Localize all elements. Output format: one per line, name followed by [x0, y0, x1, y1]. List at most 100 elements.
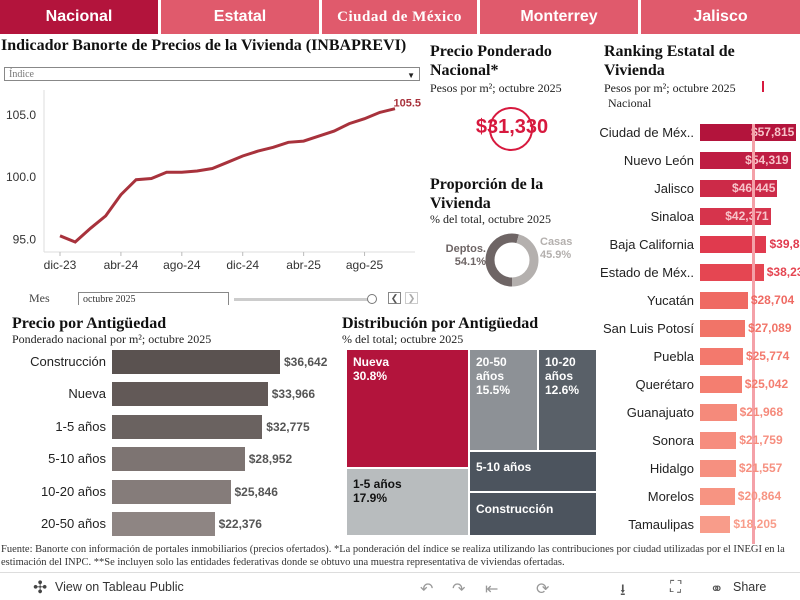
- undo-icon[interactable]: ↶: [420, 581, 434, 598]
- ranking-category-label: Ciudad de Méx..: [599, 125, 694, 140]
- donut-slice-casas: [485, 233, 539, 287]
- prev-month-button[interactable]: ❮: [388, 292, 401, 304]
- share-icon[interactable]: ⚭: [710, 581, 724, 598]
- ranking-value-label: $25,042: [744, 377, 789, 391]
- ranking-bar[interactable]: [700, 152, 791, 169]
- next-month-button[interactable]: ❯: [405, 292, 418, 304]
- treemap-cell-10-20: 10-20 años 12.6%: [539, 350, 596, 450]
- ranking-bar[interactable]: [700, 124, 797, 141]
- y-tick-label: 95.0: [13, 233, 37, 247]
- ranking-value-label: $25,774: [745, 349, 790, 363]
- age-price-value-label: $32,775: [266, 419, 310, 434]
- tableau-toolbar: ✣ View on Tableau Public ↶ ↷ ⇤ ⟳ ⭳ ⛶ ⚭ S…: [0, 572, 800, 600]
- treemap-cell-nueva: Nueva 30.8%: [347, 350, 468, 467]
- ranking-category-label: Sonora: [652, 433, 694, 448]
- x-tick-label: abr-25: [286, 258, 321, 272]
- share-button[interactable]: Share: [733, 580, 767, 594]
- age-category-label: 5-10 años: [48, 451, 106, 467]
- ranking-value-label: $21,968: [739, 405, 783, 419]
- ranking-legend-label: Nacional: [608, 96, 652, 110]
- ranking-bar[interactable]: [700, 348, 743, 365]
- tab-monterrey[interactable]: Monterrey: [480, 0, 638, 34]
- tab-ciudad-de-mexico[interactable]: Ciudad de México: [322, 0, 477, 34]
- x-tick-label: dic-24: [226, 258, 259, 272]
- age-price-title: Precio por Antigüedad: [12, 315, 167, 332]
- age-price-value-label: $22,376: [218, 517, 262, 531]
- ranking-bar[interactable]: [700, 488, 735, 505]
- proportion-title: Proporción de la Vivienda: [430, 176, 544, 212]
- footer-note: Fuente: Banorte con información de porta…: [1, 544, 785, 568]
- tab-jalisco[interactable]: Jalisco: [641, 0, 800, 34]
- age-category-label: 20-50 años: [40, 516, 106, 531]
- ranking-title: Ranking Estatal de Vivienda: [604, 43, 735, 79]
- month-slider-handle[interactable]: [367, 294, 377, 304]
- ranking-category-label: Nuevo León: [623, 153, 694, 168]
- age-category-label: 10-20 años: [40, 483, 106, 499]
- ranking-value-label: $46,445: [719, 181, 775, 195]
- index-line-chart: 95.0 100.0 105.0 dic-23 abr-24 ago-24 dic-24 ab…: [6, 90, 421, 272]
- ranking-value-label: $18,205: [733, 517, 777, 531]
- index-selector[interactable]: Índice ▼: [4, 67, 420, 81]
- ranking-bar[interactable]: [700, 236, 767, 253]
- ranking-category-label: Guanajuato: [626, 405, 694, 420]
- age-price-subtitle: Ponderado nacional por m²; octubre 2025: [12, 332, 212, 346]
- age-category-label: 1-5 años: [55, 418, 106, 434]
- proportion-subtitle: % del total, octubre 2025: [430, 212, 551, 226]
- fullscreen-icon[interactable]: ⛶: [670, 579, 682, 596]
- month-selector[interactable]: octubre 2025: [78, 292, 229, 305]
- ranking-category-label: Jalisco: [654, 181, 694, 196]
- redo-icon[interactable]: ↷: [452, 581, 466, 598]
- month-slider-track[interactable]: [234, 298, 374, 301]
- age-distribution-subtitle: % del total; octubre 2025: [342, 332, 464, 346]
- ranking-value-label: $42,371: [725, 209, 769, 223]
- ranking-bar[interactable]: [700, 460, 736, 477]
- index-title: Indicador Banorte de Precios de la Vivie…: [1, 37, 407, 54]
- revert-icon[interactable]: ⇤: [485, 581, 499, 598]
- ranking-category-label: Sinaloa: [650, 209, 694, 224]
- x-tick-label: abr-24: [104, 258, 139, 272]
- ranking-reference-line: [752, 124, 756, 544]
- age-price-bar[interactable]: [112, 447, 245, 472]
- casas-label: Casas 45.9%: [540, 236, 573, 261]
- age-price-bar[interactable]: [112, 414, 263, 439]
- treemap-cell-1-5: 1-5 años 17.9%: [347, 469, 468, 535]
- ranking-value-label: $21,759: [739, 433, 783, 447]
- ranking-category-label: Morelos: [647, 489, 694, 504]
- month-selector-value: octubre 2025: [83, 294, 136, 305]
- treemap-cell-5-10: 5-10 años: [470, 452, 596, 491]
- ranking-category-label: Baja California: [609, 237, 694, 252]
- ranking-value-label: $54,319: [745, 153, 789, 167]
- age-price-bar[interactable]: [112, 382, 268, 407]
- tab-estatal[interactable]: Estatal: [161, 0, 319, 34]
- deptos-label: Deptos. 54.1%: [445, 243, 486, 268]
- view-on-tableau-link[interactable]: View on Tableau Public: [55, 580, 184, 594]
- ranking-bar[interactable]: [700, 180, 778, 197]
- ranking-value-label: $20,864: [737, 489, 782, 503]
- ranking-bar[interactable]: [700, 292, 748, 309]
- ranking-category-label: Querétaro: [635, 377, 694, 392]
- weighted-price-circle: [489, 107, 533, 151]
- ranking-bar[interactable]: [700, 376, 742, 393]
- age-price-bar[interactable]: [112, 479, 231, 504]
- ranking-bar[interactable]: [700, 404, 737, 421]
- ranking-bar[interactable]: [700, 264, 764, 281]
- age-price-bar[interactable]: [112, 512, 215, 536]
- ranking-bar[interactable]: [700, 516, 731, 533]
- ranking-legend-swatch: [762, 81, 764, 92]
- ranking-value-label: $21,557: [738, 461, 783, 475]
- tableau-logo-icon: ✣: [33, 578, 48, 597]
- ranking-category-label: Puebla: [653, 349, 694, 364]
- ranking-bar[interactable]: [700, 320, 746, 337]
- age-price-value-label: $28,952: [248, 452, 293, 467]
- download-icon[interactable]: ⭳: [620, 582, 626, 599]
- ranking-category-label: Yucatán: [647, 293, 694, 308]
- proportion-donut: [485, 233, 539, 287]
- refresh-icon[interactable]: ⟳: [536, 581, 550, 598]
- ranking-bar[interactable]: [700, 432, 737, 449]
- age-price-value-label: $33,966: [271, 387, 316, 402]
- ranking-value-label: $39,884: [769, 237, 800, 251]
- ranking-value-label: $28,704: [750, 293, 795, 307]
- age-price-value-label: $25,846: [234, 484, 278, 499]
- tab-nacional[interactable]: Nacional: [0, 0, 158, 34]
- age-price-bar[interactable]: [112, 350, 280, 374]
